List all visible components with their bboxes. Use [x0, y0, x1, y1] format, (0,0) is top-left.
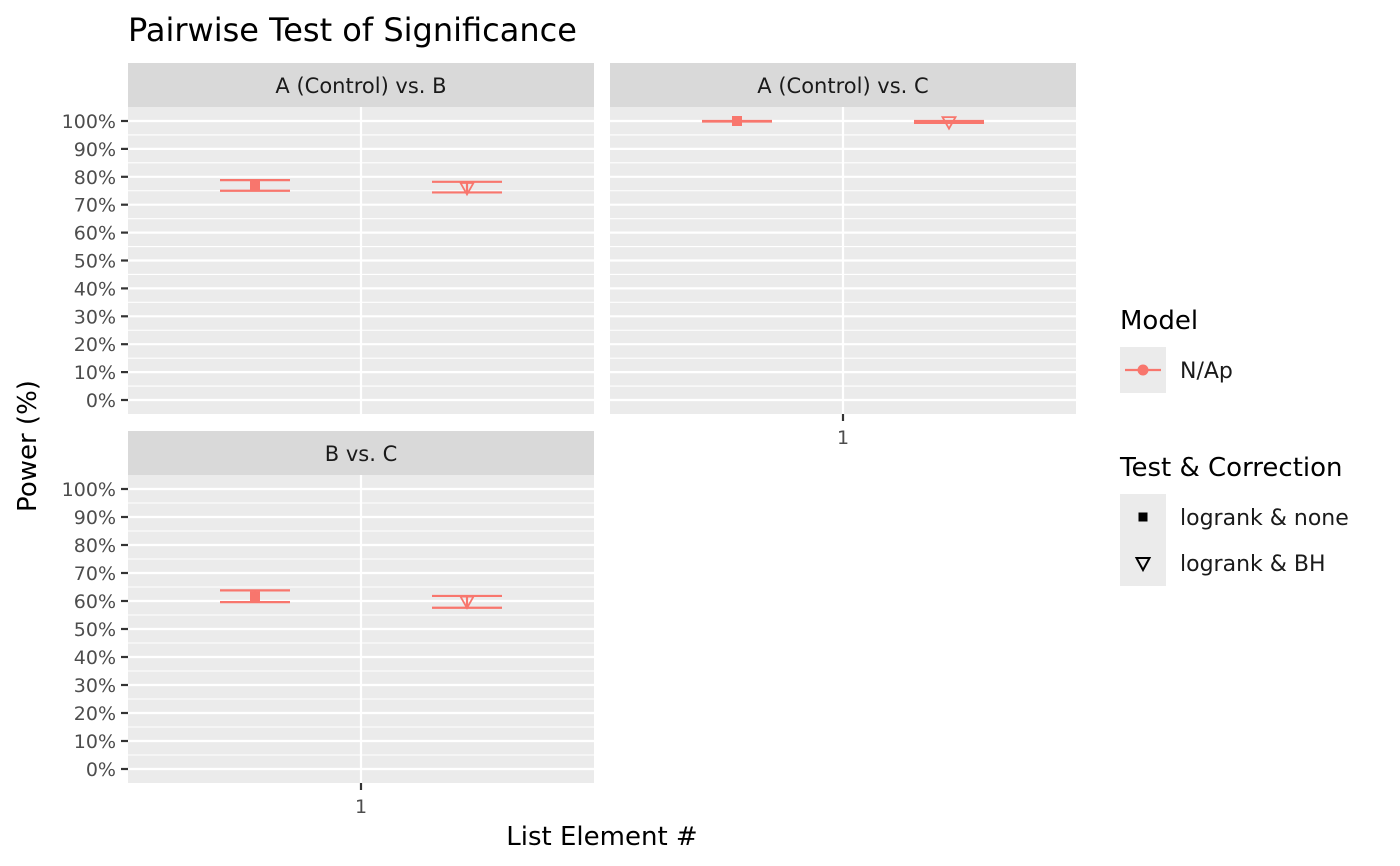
y-tick-label: 40% — [74, 647, 116, 669]
y-tick-label: 40% — [74, 278, 116, 300]
legend-square-icon — [1138, 512, 1148, 522]
y-tick-label: 20% — [74, 334, 116, 356]
legend-model-key-point — [1137, 364, 1149, 376]
facet-strip-label: A (Control) vs. C — [757, 74, 928, 98]
y-tick-label: 100% — [62, 111, 116, 133]
facet-strip-label: A (Control) vs. B — [275, 74, 446, 98]
y-tick-label: 90% — [74, 507, 116, 529]
facet-panels: A (Control) vs. B0%10%20%30%40%50%60%70%… — [62, 63, 1076, 818]
facet-panel: A (Control) vs. B 0% 10% 20% 30% 40% 50% 60% 70%… — [62, 63, 594, 414]
legend-model-title: Model — [1120, 306, 1198, 336]
legend-model-label: N/Ap — [1180, 359, 1233, 384]
y-axis-label: Power (%) — [13, 380, 43, 512]
y-tick-label: 80% — [74, 167, 116, 189]
legend-test: Test & Correction logrank & none logrank… — [1119, 453, 1349, 586]
y-tick-label: 0% — [86, 759, 116, 781]
y-tick-label: 60% — [74, 591, 116, 613]
facet-strip-label: B vs. C — [325, 442, 397, 466]
facet-panel: B vs. C 0% 10% 20% 30% 40% 50% 60% 70% 80% 90% 100%… — [62, 431, 594, 818]
facet-panel: A (Control) vs. C 1 — [610, 63, 1076, 449]
legend-triangle-down-icon — [1134, 557, 1152, 573]
y-tick-label: 70% — [74, 563, 116, 585]
facet-strip — [128, 63, 594, 107]
y-tick-label: 10% — [74, 731, 116, 753]
y-tick-label: 0% — [86, 390, 116, 412]
y-tick-label: 20% — [74, 703, 116, 725]
y-tick-label: 30% — [74, 675, 116, 697]
legend-test-key-bg — [1120, 494, 1166, 586]
legend-test-label-bh: logrank & BH — [1180, 552, 1326, 577]
y-tick-label: 90% — [74, 139, 116, 161]
legend-test-title: Test & Correction — [1119, 453, 1343, 483]
data-point-square — [732, 116, 742, 126]
y-tick-label: 50% — [74, 619, 116, 641]
y-tick-label: 70% — [74, 195, 116, 217]
data-point-triangle — [458, 182, 476, 197]
x-axis-label: List Element # — [506, 822, 697, 852]
legend-model: Model N/Ap — [1120, 306, 1233, 393]
y-tick-label: 100% — [62, 479, 116, 501]
y-tick-label: 30% — [74, 306, 116, 328]
legend-test-label-none: logrank & none — [1180, 506, 1349, 531]
x-tick-label: 1 — [837, 427, 849, 449]
x-tick-label: 1 — [355, 796, 367, 818]
facet-strip — [610, 63, 1076, 107]
data-point-triangle — [940, 116, 958, 131]
y-tick-label: 80% — [74, 535, 116, 557]
data-point-square — [250, 591, 260, 602]
facet-strip — [128, 431, 594, 475]
data-point-square — [250, 180, 260, 191]
y-tick-label: 50% — [74, 251, 116, 273]
data-point-triangle — [458, 595, 476, 610]
y-tick-label: 10% — [74, 362, 116, 384]
chart-title: Pairwise Test of Significance — [128, 11, 577, 49]
y-tick-label: 60% — [74, 223, 116, 245]
